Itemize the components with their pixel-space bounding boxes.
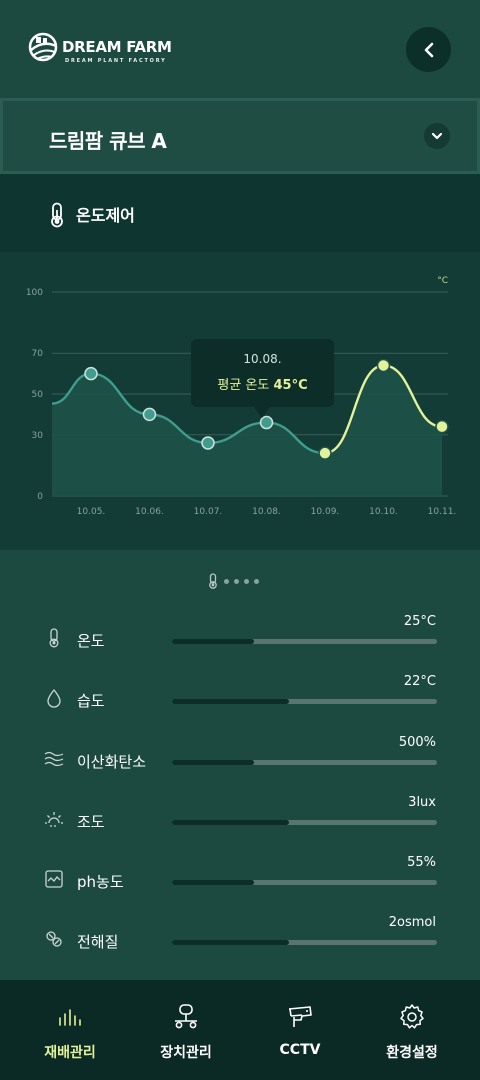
x-tick-label: 10.06.: [135, 507, 164, 517]
nav-devices[interactable]: 장치관리: [126, 980, 246, 1080]
bar-chart-icon: [59, 1009, 81, 1026]
tooltip-date: 10.08.: [243, 352, 282, 366]
y-tick-label: 50: [32, 390, 44, 400]
sensor-row-illuminance: 조도 3lux: [0, 795, 480, 845]
sensor-value: 500%: [398, 735, 436, 750]
droplet-icon: [47, 689, 61, 708]
sensor-level-fill: [172, 639, 255, 644]
thermometer-icon: [209, 573, 217, 589]
pager-dot[interactable]: [224, 578, 229, 584]
data-point: [201, 436, 215, 450]
sun-horizon-icon: [45, 812, 63, 827]
sensor-row-co2: 이산화탄소 500%: [0, 735, 480, 785]
app-header: DREAM FARM DREAM PLANT FACTORY: [0, 0, 480, 98]
waves-icon: [44, 751, 64, 767]
tooltip-value-line: 평균 온도 45°C: [191, 374, 334, 393]
brand-title: DREAM FARM: [62, 38, 172, 56]
x-tick-label: 10.07.: [194, 507, 223, 517]
y-tick-label: 100: [26, 288, 43, 298]
nav-label: CCTV: [279, 1042, 321, 1058]
y-tick-label: 0: [37, 492, 43, 502]
section-title: 온도제어: [76, 206, 135, 225]
x-tick-label: 10.08.: [252, 507, 281, 517]
sensor-label: 전해질: [77, 933, 119, 951]
device-network-icon: [175, 1004, 197, 1029]
farm-logo-icon: [28, 32, 58, 62]
nav-settings[interactable]: 환경설정: [352, 980, 472, 1080]
data-point: [435, 419, 449, 434]
section-header: [0, 174, 480, 252]
sensor-row-electrolyte: 전해질 2osmol: [0, 915, 480, 965]
nav-cultivation[interactable]: 재배관리: [10, 980, 130, 1080]
data-point: [318, 446, 332, 460]
brand-logo: DREAM FARM DREAM PLANT FACTORY: [28, 30, 172, 70]
thermometer-icon: [51, 202, 63, 228]
chevron-down-icon[interactable]: [424, 123, 450, 149]
chevron-left-icon: [424, 42, 433, 57]
nav-label: 환경설정: [386, 1045, 438, 1061]
sensor-value: 22°C: [403, 674, 436, 689]
x-tick-label: 10.05.: [77, 507, 106, 517]
sensor-row-temperature: 온도 25°C: [0, 614, 480, 664]
sensor-level-bar: [172, 760, 437, 765]
x-tick-label: 10.11.: [428, 507, 457, 517]
sensor-level-bar: [172, 880, 437, 885]
area-fill: [52, 365, 442, 496]
pager-dot[interactable]: [234, 578, 239, 584]
nav-label: 재배관리: [44, 1045, 96, 1061]
sensor-value: 2osmol: [388, 915, 436, 930]
sensor-value: 55%: [407, 855, 436, 870]
nav-cctv[interactable]: CCTV: [240, 980, 360, 1080]
sensor-level-bar: [172, 639, 437, 644]
sensor-level-fill: [172, 820, 289, 825]
cctv-icon: [288, 1006, 312, 1027]
y-unit-label: °C: [437, 276, 448, 286]
data-point: [84, 366, 98, 381]
data-point: [142, 407, 157, 422]
y-tick-label: 70: [32, 349, 44, 359]
brand-subtitle: DREAM PLANT FACTORY: [65, 58, 167, 64]
farm-selector-value: 드림팜 큐브 A: [49, 129, 167, 153]
data-point: [376, 358, 391, 373]
sensor-label: 온도: [77, 632, 105, 650]
pager-dot[interactable]: [254, 578, 259, 584]
pager-dot[interactable]: [244, 578, 249, 584]
sensor-label: ph농도: [77, 873, 124, 891]
sensor-level-bar: [172, 820, 437, 825]
bottom-nav: 재배관리 장치관리 CCTV 환경설정: [0, 980, 480, 1080]
tooltip-value: 45°C: [273, 378, 308, 393]
sensor-label: 습도: [77, 692, 105, 710]
sensor-row-humidity: 습도 22°C: [0, 674, 480, 724]
graph-box-icon: [45, 870, 63, 888]
electrolyte-icon: [46, 931, 62, 947]
y-tick-label: 30: [32, 431, 44, 441]
data-point: [259, 415, 274, 430]
sensor-value: 3lux: [408, 795, 436, 810]
x-tick-label: 10.09.: [311, 507, 340, 517]
back-button[interactable]: [406, 27, 451, 72]
sensor-label: 조도: [77, 813, 105, 831]
chart-tooltip: 10.08. 평균 온도 45°C: [191, 339, 334, 418]
nav-label: 장치관리: [160, 1045, 212, 1061]
farm-selector[interactable]: 드림팜 큐브 A: [0, 98, 480, 174]
sensor-level-fill: [172, 940, 289, 945]
sensor-value: 25°C: [403, 614, 436, 629]
temperature-chart: 0 30 50 70 100 °C 10.05. 10.06. 10.07. 10.08. 10.0…: [0, 252, 480, 550]
sensor-row-ph: ph농도 55%: [0, 855, 480, 905]
sensor-level-fill: [172, 699, 289, 704]
chart-pager[interactable]: [207, 573, 259, 589]
thermometer-icon: [49, 628, 59, 648]
x-tick-label: 10.10.: [369, 507, 398, 517]
sensor-label: 이산화탄소: [77, 753, 147, 771]
sensor-level-bar: [172, 940, 437, 945]
sensor-level-fill: [172, 880, 255, 885]
sensor-level-bar: [172, 699, 437, 704]
sensor-level-fill: [172, 760, 255, 765]
gear-icon: [400, 1004, 424, 1029]
tooltip-label: 평균 온도: [217, 378, 270, 393]
